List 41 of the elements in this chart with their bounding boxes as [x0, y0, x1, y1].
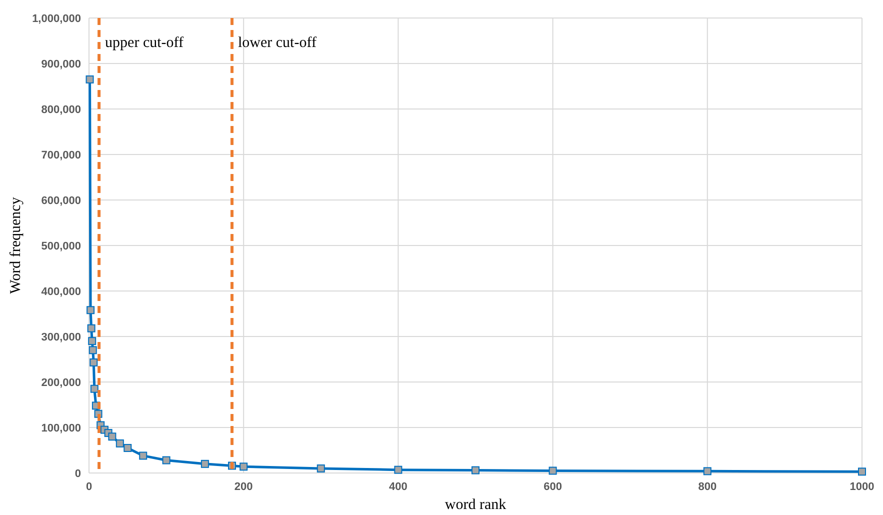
x-tick-label: 200: [234, 481, 253, 493]
point: [316, 464, 325, 472]
point: [86, 306, 95, 314]
y-tick-label: 1,000,000: [32, 13, 81, 25]
point: [472, 466, 480, 474]
point: [139, 452, 148, 460]
y-tick-label: 500,000: [41, 240, 81, 252]
point: [240, 462, 248, 471]
point: [200, 460, 209, 468]
y-tick-label: 300,000: [41, 332, 81, 344]
y-tick-label: 700,000: [41, 150, 81, 162]
point: [703, 467, 712, 476]
point: [116, 439, 124, 448]
y-axis-title: Word frequency: [8, 196, 24, 294]
point: [162, 456, 170, 464]
point: [90, 384, 98, 393]
x-tick-label: 600: [544, 481, 562, 493]
y-tick-label: 200,000: [41, 377, 81, 389]
y-tick-label: 900,000: [41, 58, 81, 70]
x-tick-label: 1000: [850, 481, 874, 493]
point: [548, 466, 557, 475]
y-tick-label: 600,000: [41, 195, 81, 207]
y-tick-label: 0: [74, 468, 81, 480]
point: [394, 466, 402, 474]
point: [87, 324, 96, 332]
point: [858, 468, 866, 476]
point: [86, 75, 94, 84]
x-tick-label: 400: [389, 481, 408, 493]
point: [124, 444, 132, 452]
point: [88, 346, 97, 354]
point: [88, 337, 96, 346]
ref-line-label: upper cut-off: [105, 35, 184, 51]
ref-line-label: lower cut-off: [238, 35, 316, 51]
point: [108, 432, 116, 441]
x-tick-label: 800: [698, 481, 717, 493]
y-tick-label: 800,000: [41, 104, 81, 116]
x-tick-label: 0: [86, 481, 92, 493]
x-axis-title: word rank: [444, 497, 507, 513]
point: [90, 358, 98, 366]
y-tick-label: 100,000: [41, 422, 81, 434]
y-tick-label: 400,000: [41, 286, 81, 298]
